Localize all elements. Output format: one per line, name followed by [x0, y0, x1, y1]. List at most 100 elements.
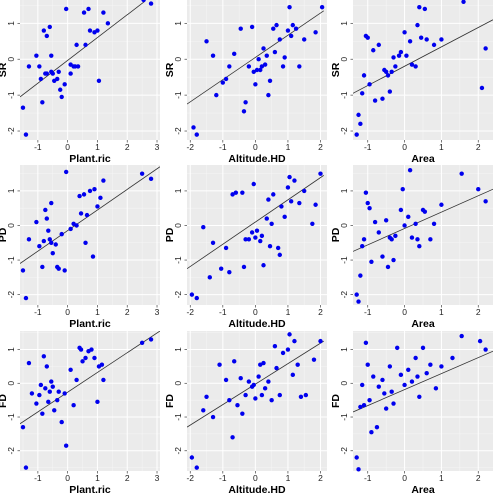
y-axis-label: FD [164, 394, 176, 408]
data-point [262, 386, 268, 391]
data-point [272, 49, 278, 55]
data-point [409, 235, 415, 240]
data-point [87, 188, 93, 194]
data-point [56, 69, 61, 74]
data-point [254, 228, 260, 233]
x-tick-label: 0 [402, 473, 407, 483]
data-point [371, 48, 376, 53]
data-point [406, 367, 411, 372]
y-axis-label: FD [330, 394, 342, 408]
x-tick-label: 2 [318, 473, 323, 483]
y-tick-label: -2 [339, 447, 349, 455]
y-axis-label: SR [330, 62, 342, 77]
y-tick-label: -2 [6, 447, 16, 455]
data-point [382, 391, 387, 396]
data-point [383, 406, 389, 411]
data-point [95, 204, 100, 209]
data-point [400, 186, 405, 192]
data-point [105, 21, 111, 26]
data-point [303, 392, 309, 398]
x-tick-label: -2 [186, 142, 194, 152]
data-point [201, 408, 206, 413]
data-point [46, 399, 51, 405]
x-tick-label: 1 [95, 307, 100, 317]
data-point [360, 244, 365, 249]
data-point [302, 37, 307, 42]
data-point [251, 69, 256, 74]
data-point [238, 26, 243, 31]
data-point [230, 192, 235, 197]
data-point [402, 382, 407, 388]
data-point [59, 231, 64, 237]
x-tick-label: 2 [125, 473, 130, 483]
y-tick-label: 1 [6, 21, 16, 26]
data-point [34, 219, 39, 225]
data-point [148, 1, 154, 6]
data-point [406, 214, 411, 220]
data-point [78, 347, 84, 352]
data-point [243, 392, 248, 398]
data-point [380, 377, 385, 383]
data-point [287, 4, 292, 10]
data-point [287, 174, 292, 180]
data-point [302, 188, 307, 194]
data-point [41, 354, 47, 359]
data-point [23, 465, 29, 470]
data-point [256, 374, 261, 379]
x-tick-label: -1 [34, 142, 42, 152]
data-point [58, 87, 63, 92]
x-tick-label: -1 [219, 473, 227, 483]
data-point [356, 467, 361, 472]
y-tick-label: -1 [6, 256, 16, 264]
data-point [280, 350, 286, 356]
data-point [90, 254, 96, 259]
y-tick-label: -1 [339, 413, 349, 421]
y-axis-label: PD [330, 227, 342, 242]
regression-line [20, 331, 160, 425]
data-point [483, 199, 488, 204]
data-point [95, 28, 100, 33]
scatter-panel-3: -1 0 1 2 -2 -1 0 1 Area SR [330, 0, 493, 165]
data-point [413, 221, 418, 226]
data-point [298, 394, 304, 399]
y-tick-label: -2 [6, 291, 16, 299]
data-point [277, 252, 282, 258]
data-point [361, 403, 367, 408]
data-point [367, 82, 372, 87]
data-point [417, 394, 422, 399]
y-axis-label: FD [0, 394, 9, 408]
data-point [393, 64, 398, 69]
y-tick-label: 0 [173, 223, 183, 228]
data-point [389, 237, 394, 242]
data-point [34, 53, 39, 58]
data-point [253, 396, 258, 401]
data-point [63, 169, 69, 175]
data-point [267, 244, 273, 249]
data-point [89, 347, 94, 352]
data-point [461, 0, 466, 4]
data-point [81, 10, 87, 15]
y-tick-label: -2 [173, 447, 183, 455]
data-point [439, 37, 444, 42]
data-point [26, 237, 32, 242]
data-point [46, 228, 51, 233]
data-point [264, 53, 269, 58]
x-tick-label: 0 [65, 307, 70, 317]
data-point [391, 55, 396, 60]
y-tick-label: 1 [173, 347, 183, 352]
y-tick-label: -2 [173, 127, 183, 135]
x-tick-label: 3 [155, 307, 160, 317]
data-point [210, 53, 216, 58]
data-point [380, 96, 385, 101]
data-point [20, 105, 26, 110]
x-tick-label: -1 [219, 142, 227, 152]
data-point [23, 295, 29, 301]
data-point [369, 259, 374, 264]
data-point [356, 112, 361, 118]
data-point [417, 4, 422, 10]
data-point [40, 411, 45, 416]
x-tick-label: 0 [65, 142, 70, 152]
data-point [365, 200, 370, 206]
x-tick-label: 2 [476, 473, 481, 483]
x-axis-label: Area [411, 484, 435, 493]
